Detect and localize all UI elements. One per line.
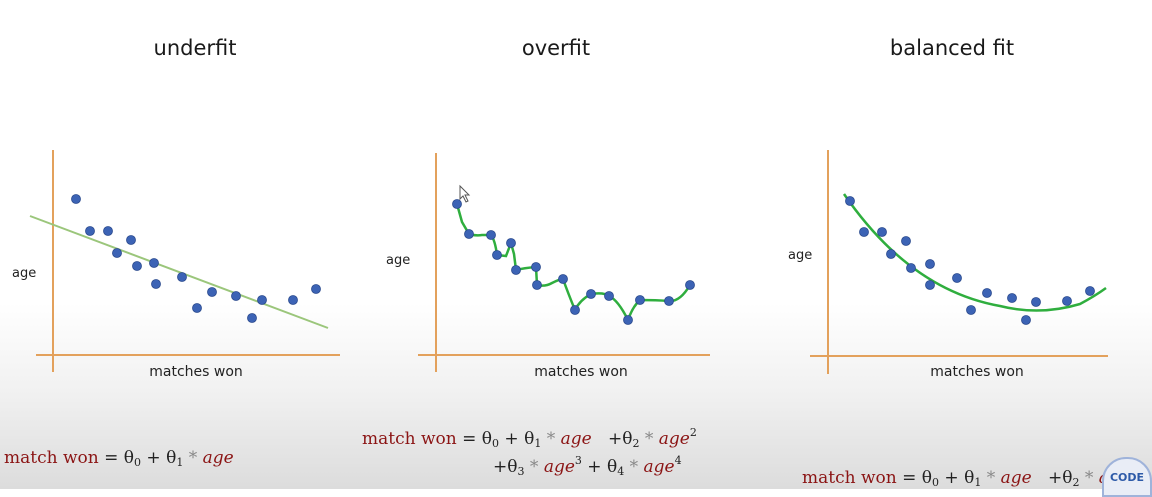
data-point: [952, 273, 962, 283]
data-point: [132, 261, 142, 271]
formula-underfit: match won = θ0 + θ1 * age: [4, 448, 234, 469]
formula-lhs: match won: [4, 448, 99, 468]
y-axis-label: age: [788, 248, 812, 263]
data-point: [71, 194, 81, 204]
data-point: [664, 296, 674, 306]
data-point: [126, 235, 136, 245]
data-point: [257, 295, 267, 305]
data-point: [492, 250, 502, 260]
data-point: [558, 274, 568, 284]
data-point: [192, 303, 202, 313]
mouse-cursor-icon: [459, 184, 471, 203]
panel-underfit: underfit age matches won: [0, 0, 390, 489]
data-point: [845, 196, 855, 206]
data-point: [982, 288, 992, 298]
data-point: [685, 280, 695, 290]
data-points: [845, 196, 1095, 325]
overfit-plot: age matches won: [386, 153, 710, 380]
data-point: [877, 227, 887, 237]
panel-title: underfit: [153, 36, 237, 60]
x-axis-label: matches won: [534, 364, 628, 380]
data-point: [901, 236, 911, 246]
data-point: [247, 313, 257, 323]
fit-line: [29, 215, 329, 329]
formula-lhs: match won: [802, 468, 897, 488]
data-point: [149, 258, 159, 268]
data-point: [231, 291, 241, 301]
data-point: [103, 226, 113, 236]
data-point: [586, 289, 596, 299]
data-point: [906, 263, 916, 273]
data-point: [1007, 293, 1017, 303]
balanced-fit-plot: age matches won: [788, 150, 1108, 380]
data-point: [859, 227, 869, 237]
data-point: [966, 305, 976, 315]
data-point: [570, 305, 580, 315]
data-point: [452, 199, 462, 209]
codebasics-logo-icon: CODE: [1102, 457, 1152, 497]
panel-title: balanced fit: [889, 36, 1015, 60]
y-axis-label: age: [386, 253, 410, 268]
panel-overfit: overfit age matches won: [360, 0, 760, 489]
data-point: [112, 248, 122, 258]
data-point: [1062, 296, 1072, 306]
data-point: [1021, 315, 1031, 325]
data-point: [207, 287, 217, 297]
formula-balanced-fit: match won = θ0 + θ1 * age +θ2 * age2: [802, 465, 1137, 489]
formula-overfit-line2: +θ3 * age3 + θ4 * age4: [493, 454, 682, 478]
fit-curve: [455, 203, 692, 324]
data-point: [486, 230, 496, 240]
data-point: [604, 291, 614, 301]
data-points: [71, 194, 321, 323]
data-point: [464, 229, 474, 239]
data-point: [925, 280, 935, 290]
data-point: [151, 279, 161, 289]
data-point: [288, 295, 298, 305]
data-point: [886, 249, 896, 259]
data-point: [511, 265, 521, 275]
underfit-plot: age matches won: [12, 150, 340, 380]
data-point: [623, 315, 633, 325]
data-point: [532, 280, 542, 290]
data-point: [177, 272, 187, 282]
data-point: [506, 238, 516, 248]
data-point: [85, 226, 95, 236]
data-point: [925, 259, 935, 269]
panel-title: overfit: [521, 36, 591, 60]
data-point: [635, 295, 645, 305]
formula-lhs: match won: [362, 429, 457, 449]
data-point: [311, 284, 321, 294]
data-point: [1085, 286, 1095, 296]
y-axis-label: age: [12, 266, 36, 281]
formula-overfit-line1: match won = θ0 + θ1 * age +θ2 * age2: [362, 426, 697, 450]
panel-balanced-fit: balanced fit age matches won: [780, 0, 1152, 489]
data-point: [531, 262, 541, 272]
data-points: [452, 199, 695, 325]
x-axis-label: matches won: [149, 364, 243, 380]
fit-curve: [842, 193, 1107, 312]
x-axis-label: matches won: [930, 364, 1024, 380]
data-point: [1031, 297, 1041, 307]
logo-text: CODE: [1109, 470, 1145, 484]
